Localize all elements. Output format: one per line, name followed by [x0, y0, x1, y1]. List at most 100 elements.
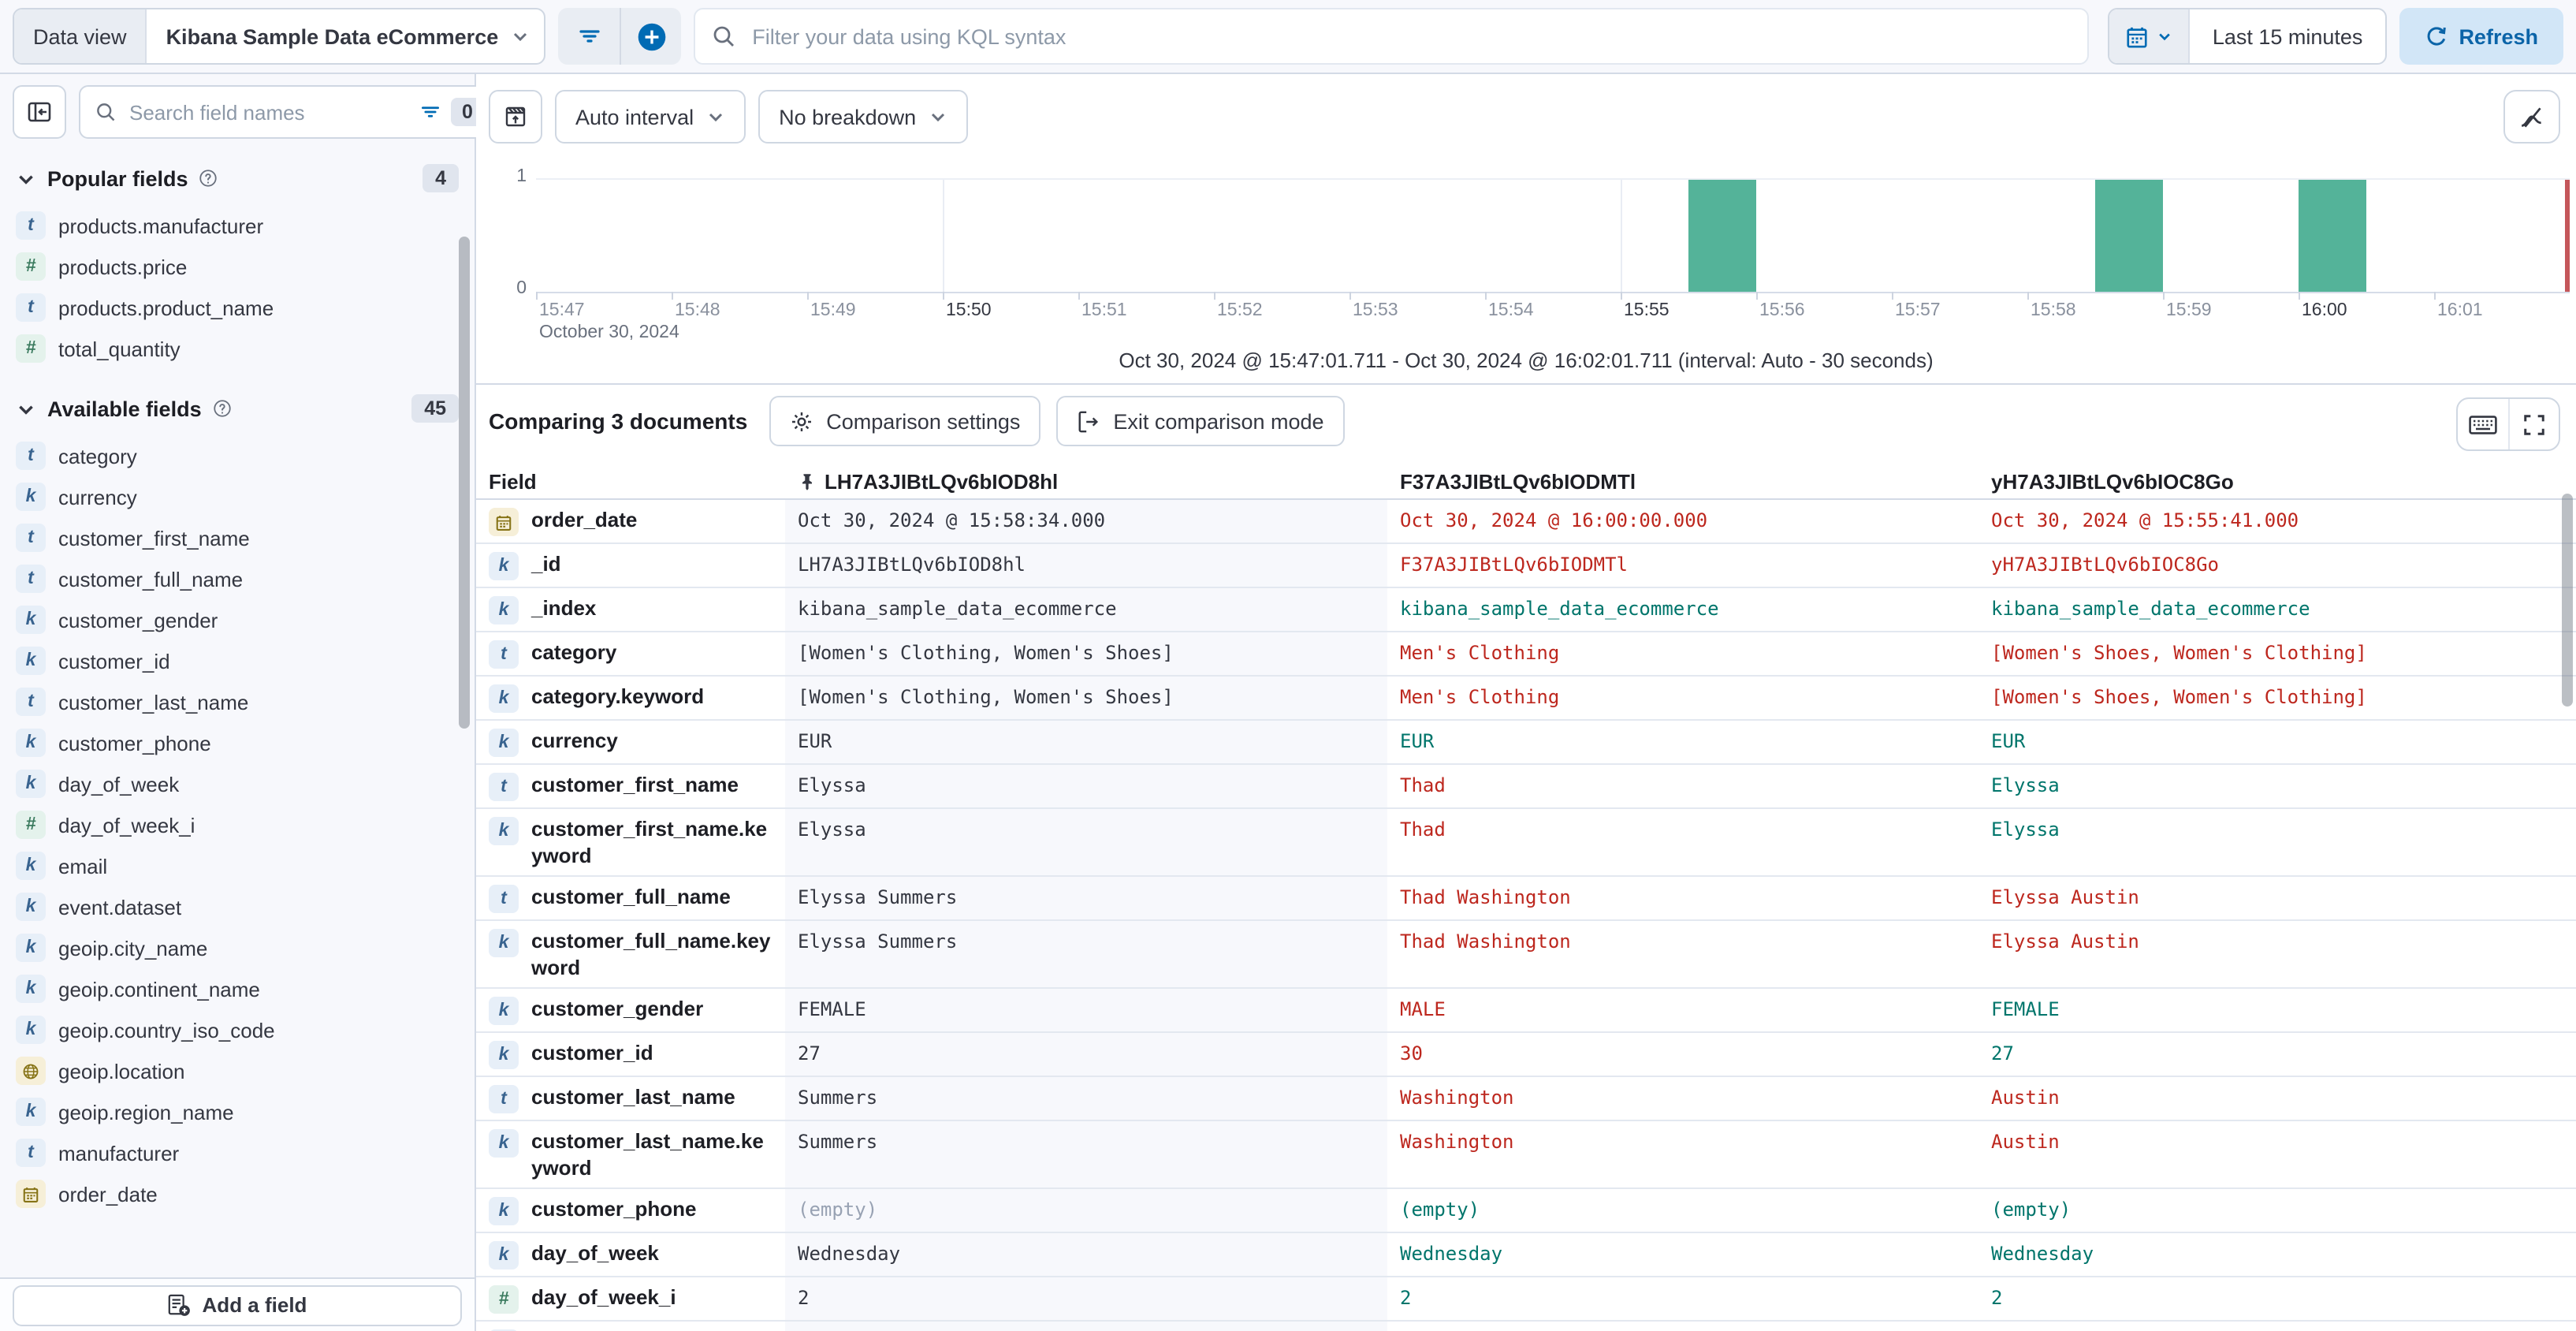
field-item-label: manufacturer [58, 1141, 180, 1165]
x-tick-mark [1621, 292, 1622, 300]
field-item-email[interactable]: k email [13, 845, 475, 886]
saved-queries-button[interactable] [558, 8, 620, 65]
value-cell: Elyssa [1991, 818, 2060, 841]
field-item-manufacturer[interactable]: t manufacturer [13, 1132, 475, 1173]
table-scrollbar-thumb[interactable] [2562, 494, 2573, 707]
text-field-icon: t [16, 565, 46, 593]
keyboard-shortcuts-button[interactable] [2458, 399, 2508, 449]
value-cell: LH7A3JIBtLQv6bIOD8hl [785, 544, 1387, 587]
number-field-icon: # [16, 811, 46, 839]
field-item-event.dataset[interactable]: k event.dataset [13, 886, 475, 927]
value-cell: Thad Washington [1400, 930, 1571, 953]
popular-fields-title: Popular fields [47, 166, 188, 190]
field-filter-icon[interactable] [419, 101, 441, 123]
comparison-settings-button[interactable]: Comparison settings [769, 396, 1041, 446]
add-field-button[interactable]: Add a field [13, 1284, 462, 1325]
main-panel: Auto interval No breakdown 15:47 15:48 15:… [476, 74, 2576, 1331]
field-item-customer_gender[interactable]: k customer_gender [13, 599, 475, 640]
kql-search-bar[interactable] [694, 8, 2090, 65]
field-item-products.product_name[interactable]: t products.product_name [13, 287, 475, 328]
field-item-geoip.city_name[interactable]: k geoip.city_name [13, 927, 475, 968]
available-fields-count-badge: 45 [411, 394, 459, 423]
field-item-label: products.manufacturer [58, 214, 264, 237]
keyword-field-icon: k [489, 817, 519, 845]
field-name: day_of_week [531, 1241, 659, 1265]
histogram-bar[interactable] [2299, 180, 2366, 292]
field-name-cell: order_date [476, 500, 785, 542]
histogram-bar[interactable] [2095, 180, 2163, 292]
hide-chart-button[interactable] [2503, 90, 2560, 144]
interval-dropdown[interactable]: Auto interval [555, 90, 746, 144]
field-column-header: Field [489, 469, 537, 493]
field-item-geoip.location[interactable]: geoip.location [13, 1050, 475, 1091]
chart-toggle-icon [2518, 103, 2545, 130]
histogram-bar[interactable] [1688, 180, 1756, 292]
edit-visualization-button[interactable] [489, 90, 542, 144]
field-name-cell: k currency [476, 721, 785, 763]
exit-comparison-button[interactable]: Exit comparison mode [1056, 396, 1345, 446]
available-fields-header[interactable]: Available fields 45 [16, 394, 459, 423]
collapse-sidebar-button[interactable] [13, 85, 66, 139]
field-item-products.manufacturer[interactable]: t products.manufacturer [13, 205, 475, 246]
interval-label: Auto interval [575, 105, 694, 129]
date-field-icon [489, 508, 519, 536]
value-cell: Elyssa [785, 809, 1387, 875]
refresh-button[interactable]: Refresh [2399, 8, 2563, 65]
x-tick-mark [2434, 292, 2436, 300]
field-item-products.price[interactable]: # products.price [13, 246, 475, 287]
add-filter-button[interactable] [620, 8, 681, 65]
value-cell: Elyssa [1991, 774, 2060, 796]
x-tick-mark [672, 292, 673, 300]
number-field-icon: # [16, 252, 46, 281]
value-cell: FEMALE [785, 989, 1387, 1031]
field-item-label: products.product_name [58, 296, 274, 319]
x-tick-mark [1349, 292, 1351, 300]
field-item-geoip.country_iso_code[interactable]: k geoip.country_iso_code [13, 1009, 475, 1050]
x-tick-mark [2027, 292, 2029, 300]
field-item-total_quantity[interactable]: # total_quantity [13, 328, 475, 369]
field-item-order_date[interactable]: order_date [13, 1173, 475, 1214]
field-item-day_of_week_i[interactable]: # day_of_week_i [13, 804, 475, 845]
data-view-switcher[interactable]: Data view Kibana Sample Data eCommerce [13, 8, 546, 65]
text-field-icon: t [489, 1085, 519, 1113]
field-item-customer_id[interactable]: k customer_id [13, 640, 475, 681]
field-item-customer_last_name[interactable]: t customer_last_name [13, 681, 475, 722]
popular-fields-header[interactable]: Popular fields 4 [16, 164, 459, 192]
sidebar-scrollbar-thumb[interactable] [459, 237, 470, 729]
breakdown-dropdown[interactable]: No breakdown [758, 90, 969, 144]
field-item-label: category [58, 444, 137, 468]
table-row: t customer_full_name Elyssa Summers Thad Wa… [476, 877, 2576, 921]
table-row: k category.keyword [Women's Clothing, Wome… [476, 677, 2576, 721]
field-item-currency[interactable]: k currency [13, 476, 475, 517]
field-item-customer_first_name[interactable]: t customer_first_name [13, 517, 475, 558]
field-name-cell: k customer_first_name.keyword [476, 809, 785, 875]
field-item-category[interactable]: t category [13, 435, 475, 476]
value-cell: (empty) [1400, 1199, 1480, 1221]
field-item-label: customer_full_name [58, 567, 244, 591]
text-field-icon: t [489, 885, 519, 913]
x-axis-tick-label: 15:51 [1081, 301, 1127, 320]
x-tick-mark [943, 292, 944, 300]
field-item-day_of_week[interactable]: k day_of_week [13, 763, 475, 804]
fullscreen-button[interactable] [2508, 399, 2559, 449]
field-item-label: total_quantity [58, 337, 181, 360]
field-search-input[interactable] [126, 99, 410, 125]
field-name: customer_phone [531, 1197, 697, 1221]
value-cell: Washington [1400, 1131, 1514, 1153]
field-item-customer_phone[interactable]: k customer_phone [13, 722, 475, 763]
available-fields-title: Available fields [47, 397, 202, 420]
field-search[interactable]: 0 [79, 85, 495, 139]
kql-input[interactable] [749, 23, 2072, 50]
chevron-down-icon [16, 168, 36, 188]
field-item-geoip.continent_name[interactable]: k geoip.continent_name [13, 968, 475, 1009]
popular-fields-list: t products.manufacturer # products.price t pr… [0, 202, 475, 369]
keyword-field-icon: k [16, 893, 46, 921]
time-range-value[interactable]: Last 15 minutes [2212, 24, 2363, 48]
text-field-icon: t [16, 688, 46, 716]
field-item-geoip.region_name[interactable]: k geoip.region_name [13, 1091, 475, 1132]
date-picker-button[interactable] [2109, 9, 2191, 63]
x-tick-mark [1214, 292, 1215, 300]
field-name-cell: k customer_gender [476, 989, 785, 1031]
histogram-plot[interactable]: 15:47 15:48 15:49 15:50 15:51 15:52 15:53 15:54… [516, 167, 2570, 342]
field-item-customer_full_name[interactable]: t customer_full_name [13, 558, 475, 599]
